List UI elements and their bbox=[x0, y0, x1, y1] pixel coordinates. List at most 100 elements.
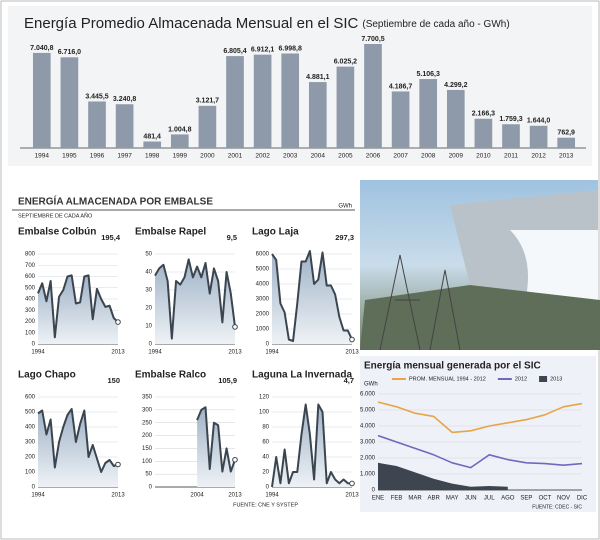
x-tick-label: 1998 bbox=[145, 153, 160, 160]
area bbox=[155, 259, 235, 344]
chart-title: Embalse Ralco bbox=[135, 370, 206, 381]
x-tick-label: 1996 bbox=[90, 153, 105, 160]
x-tick-label: 2013 bbox=[111, 493, 125, 499]
y-tick-label: 300 bbox=[25, 308, 36, 314]
y-tick-label: 0 bbox=[149, 485, 153, 491]
end-point bbox=[115, 319, 121, 325]
chart-title: Energía Promedio Almacenada Mensual en e… bbox=[24, 15, 510, 32]
x-tick-label: 2003 bbox=[283, 153, 298, 160]
y-tick-label: 40 bbox=[262, 455, 269, 461]
value-label: 5.106,3 bbox=[417, 71, 440, 78]
value-label: 7.700,5 bbox=[361, 36, 384, 43]
y-tick-label: 0 bbox=[32, 485, 36, 491]
chart-title: Lago Laja bbox=[252, 227, 299, 238]
y-tick-label: 400 bbox=[25, 297, 36, 303]
value-label: 6.805,4 bbox=[223, 48, 246, 55]
x-tick-label: MAY bbox=[446, 496, 459, 502]
y-tick-label: 600 bbox=[25, 274, 36, 280]
line bbox=[37, 408, 119, 473]
value-label: 6.716,0 bbox=[58, 49, 81, 56]
x-tick-label: 2002 bbox=[255, 153, 270, 160]
y-tick-label: 60 bbox=[262, 440, 269, 446]
x-tick-label: JUL bbox=[484, 496, 495, 502]
y-tick-label: 50 bbox=[145, 472, 152, 478]
line bbox=[271, 403, 353, 488]
y-tick-label: 50 bbox=[145, 252, 152, 258]
y-tick-label: 1.000 bbox=[360, 472, 376, 478]
y-tick-label: 400 bbox=[25, 425, 36, 431]
value-label: 4,7 bbox=[344, 376, 354, 385]
bar bbox=[474, 118, 493, 148]
y-tick-label: 1000 bbox=[256, 327, 270, 333]
x-tick-label: 2013 bbox=[228, 350, 242, 356]
value-label: 1.759,3 bbox=[499, 116, 522, 123]
bar bbox=[226, 56, 244, 148]
bar bbox=[115, 104, 134, 148]
line bbox=[196, 406, 236, 473]
y-tick-label: 5000 bbox=[256, 267, 270, 273]
x-tick-label: 2000 bbox=[200, 153, 215, 160]
value-label: 3.121,7 bbox=[196, 98, 219, 105]
y-tick-label: 6000 bbox=[256, 252, 270, 258]
area bbox=[272, 404, 352, 487]
value-label: 6.998,8 bbox=[279, 45, 302, 52]
value-label: 105,9 bbox=[218, 376, 237, 385]
bar bbox=[60, 57, 79, 148]
y-tick-label: 2.000 bbox=[360, 456, 376, 462]
bar bbox=[253, 54, 272, 148]
x-tick-label: 2010 bbox=[476, 153, 491, 160]
bar bbox=[32, 52, 51, 149]
x-tick-label: JUN bbox=[465, 496, 477, 502]
section-source: FUENTE: CNE Y SYSTEP bbox=[233, 502, 298, 508]
bar bbox=[557, 137, 576, 148]
value-label: 4.186,7 bbox=[389, 83, 412, 90]
y-tick-label: 40 bbox=[145, 270, 152, 276]
bar bbox=[502, 124, 520, 148]
y-tick-label: 200 bbox=[25, 319, 36, 325]
x-tick-label: 2013 bbox=[111, 350, 125, 356]
y-tick-label: 250 bbox=[142, 420, 153, 426]
y-tick-label: 2000 bbox=[256, 312, 270, 318]
y-tick-label: 100 bbox=[25, 470, 36, 476]
x-tick-label: 1994 bbox=[265, 493, 279, 499]
x-tick-label: 1999 bbox=[173, 153, 188, 160]
y-tick-label: 120 bbox=[259, 395, 270, 401]
line bbox=[154, 258, 236, 340]
value-label: 7.040,8 bbox=[30, 45, 53, 52]
y-tick-label: 0 bbox=[266, 485, 270, 491]
y-tick-label: 200 bbox=[25, 455, 36, 461]
photo bbox=[360, 180, 600, 351]
line bbox=[37, 274, 119, 339]
value-label: 4.881,1 bbox=[306, 74, 329, 81]
y-tick-label: 4000 bbox=[256, 282, 270, 288]
chart-title: Embalse Colbún bbox=[18, 227, 96, 238]
value-label: 3.240,8 bbox=[113, 96, 136, 103]
legend-swatch bbox=[539, 376, 548, 382]
bar bbox=[170, 134, 189, 148]
x-tick-label: 2008 bbox=[421, 153, 436, 160]
x-tick-label: 2013 bbox=[228, 493, 242, 499]
section-unit: GWh bbox=[338, 204, 352, 210]
y-tick-label: 150 bbox=[142, 446, 153, 452]
y-tick-label: 500 bbox=[25, 410, 36, 416]
bar bbox=[391, 91, 410, 148]
y-tick-label: 0 bbox=[266, 342, 270, 348]
section-title: ENERGÍA ALMACENADA POR EMBALSE bbox=[18, 195, 213, 208]
y-tick-label: 20 bbox=[262, 470, 269, 476]
line bbox=[271, 250, 353, 342]
x-tick-label: 2012 bbox=[531, 153, 546, 160]
title: Energía Promedio Almacenada Mensual en e… bbox=[24, 15, 359, 32]
y-tick-label: 800 bbox=[25, 252, 36, 258]
value-label: 4.299,2 bbox=[444, 82, 467, 89]
chart-title: Energía mensual generada por el SIC bbox=[364, 361, 541, 372]
value-label: 6.025,2 bbox=[334, 58, 357, 65]
chart-title: Lago Chapo bbox=[18, 370, 76, 381]
y-tick-label: 350 bbox=[142, 395, 153, 401]
end-point bbox=[349, 336, 355, 343]
value-label: 9,5 bbox=[227, 233, 237, 242]
line bbox=[377, 401, 583, 434]
x-tick-label: MAR bbox=[408, 496, 422, 502]
bar bbox=[336, 66, 355, 148]
value-label: 481,4 bbox=[143, 133, 161, 140]
bar bbox=[419, 79, 438, 148]
